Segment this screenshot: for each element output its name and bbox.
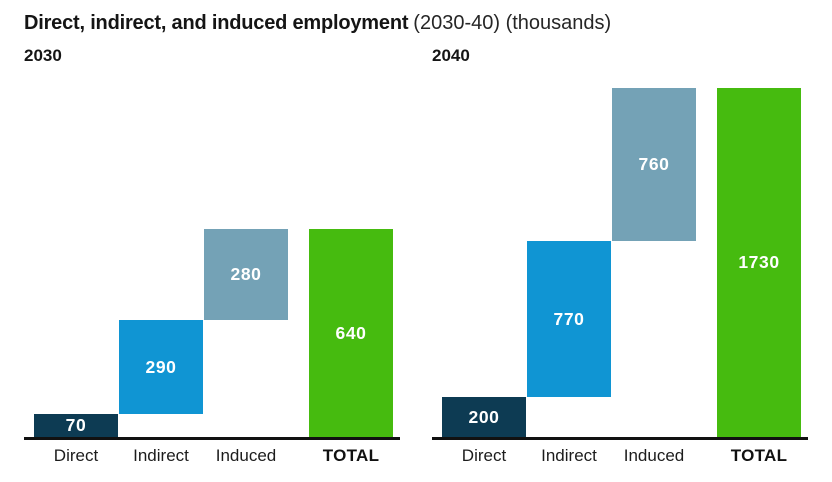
chart-title-main: Direct, indirect, and induced employment xyxy=(24,12,409,34)
waterfall-chart-2040: 2040 200 770 760 1730 Direct Indirect Induced… xyxy=(432,46,808,466)
bar-indirect-2030: 290 xyxy=(119,320,203,414)
plot-area-2040: 200 770 760 1730 xyxy=(432,88,808,437)
bar-value-label: 640 xyxy=(335,322,367,343)
bar-value-label: 70 xyxy=(65,415,87,435)
bar-indirect-2040: 770 xyxy=(527,241,611,397)
bar-induced-2040: 760 xyxy=(612,88,696,241)
bar-direct-2030: 70 xyxy=(34,414,118,437)
bar-total-2030: 640 xyxy=(309,229,393,437)
bar-value-label: 760 xyxy=(638,154,670,174)
category-label-induced-2030: Induced xyxy=(215,446,277,465)
chart-title: Direct, indirect, and induced employment… xyxy=(24,11,611,35)
x-axis-line-2030 xyxy=(24,437,400,440)
category-label-indirect-2040: Indirect xyxy=(541,446,597,465)
bar-value-label: 290 xyxy=(145,356,177,377)
bar-induced-2030: 280 xyxy=(204,229,288,320)
bar-value-label: 200 xyxy=(468,406,500,427)
chart-title-qualifier: (2030-40) (thousands) xyxy=(413,12,612,34)
category-label-total-2040: TOTAL xyxy=(730,446,788,465)
category-label-direct-2040: Direct xyxy=(461,446,507,465)
plot-area-2030: 70 290 280 640 xyxy=(24,229,400,437)
x-axis-line-2040 xyxy=(432,437,808,440)
year-label-2040: 2040 xyxy=(432,46,470,65)
category-axis-2040: Direct Indirect Induced TOTAL xyxy=(432,446,808,466)
bar-value-label: 770 xyxy=(553,308,585,329)
category-label-total-2030: TOTAL xyxy=(322,446,380,465)
bar-direct-2040: 200 xyxy=(442,397,526,437)
bar-total-2040: 1730 xyxy=(717,88,801,437)
bar-value-label: 280 xyxy=(230,264,262,284)
waterfall-chart-2030: 2030 70 290 280 640 Direct Indirect Induced TO… xyxy=(24,46,400,466)
category-label-induced-2040: Induced xyxy=(623,446,685,465)
year-label-2030: 2030 xyxy=(24,46,62,65)
category-label-indirect-2030: Indirect xyxy=(133,446,189,465)
bar-value-label: 1730 xyxy=(738,252,780,272)
category-axis-2030: Direct Indirect Induced TOTAL xyxy=(24,446,400,466)
category-label-direct-2030: Direct xyxy=(53,446,99,465)
